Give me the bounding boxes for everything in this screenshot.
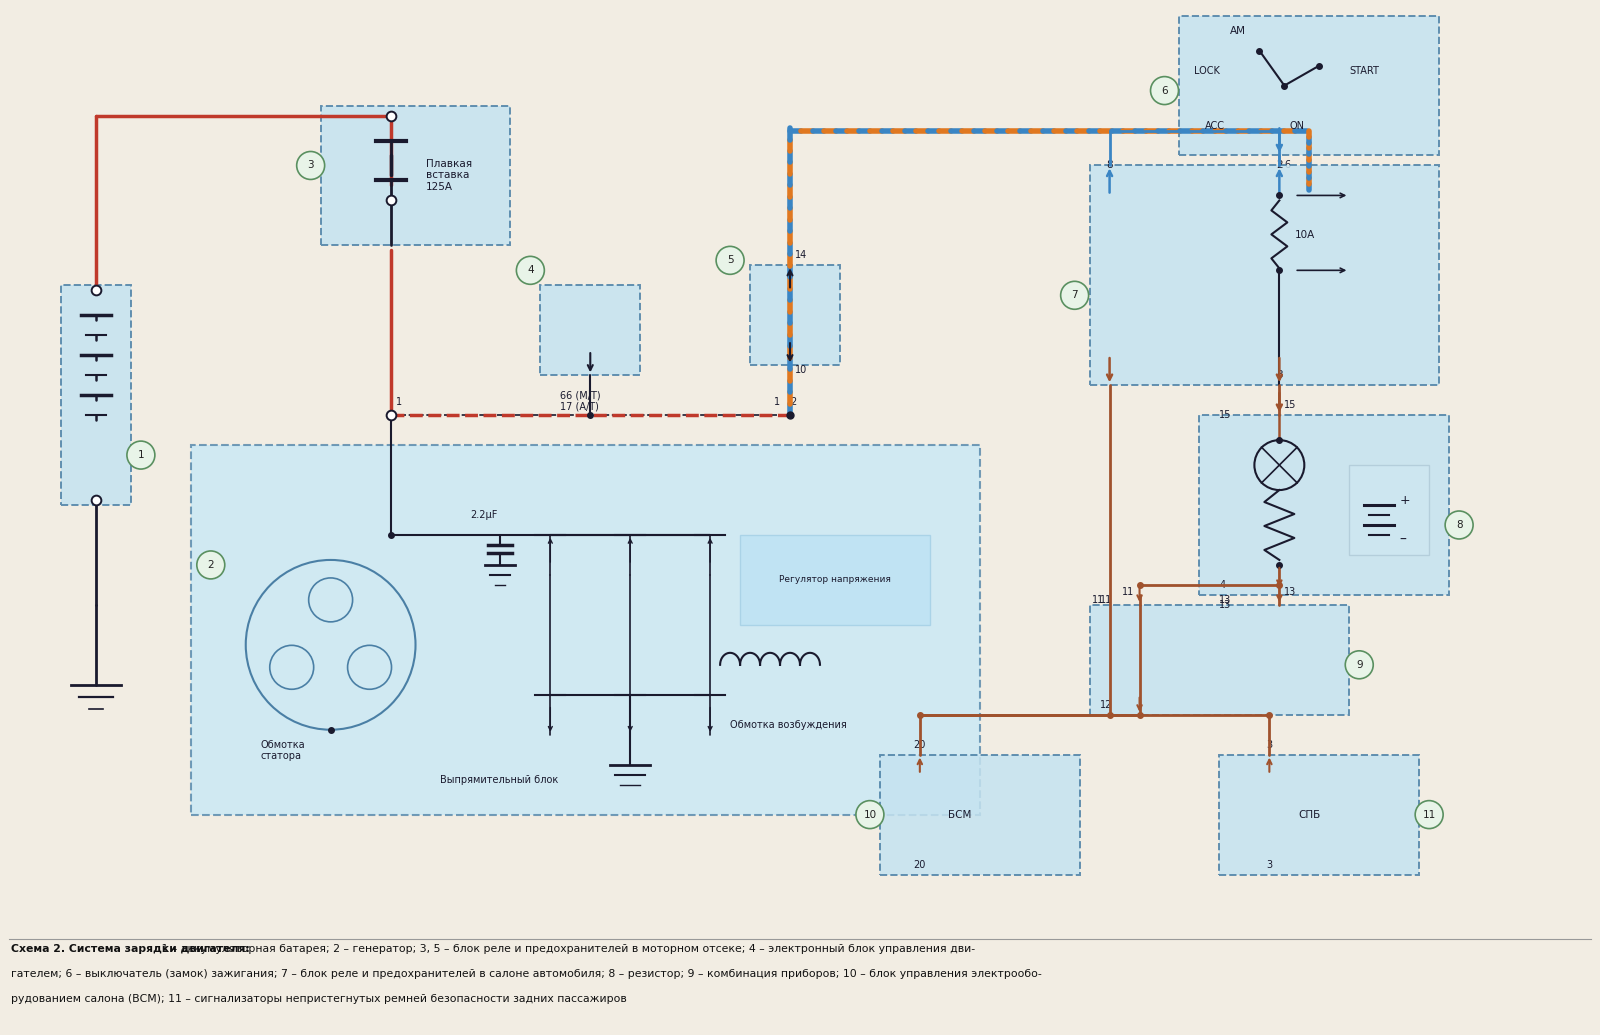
Circle shape [1445,511,1474,539]
Text: 4: 4 [1219,580,1226,590]
Text: 8: 8 [1456,520,1462,530]
Text: +: + [1398,494,1410,506]
Circle shape [126,441,155,469]
Circle shape [197,551,224,579]
Text: Регулятор напряжения: Регулятор напряжения [779,575,891,585]
FancyBboxPatch shape [1219,755,1419,875]
FancyBboxPatch shape [190,445,979,815]
FancyBboxPatch shape [61,286,131,505]
Text: 66 (М/Т)
17 (А/Т): 66 (М/Т) 17 (А/Т) [560,390,602,412]
Text: START: START [1349,65,1379,76]
FancyBboxPatch shape [880,755,1080,875]
Text: 10: 10 [864,809,877,820]
Text: 3: 3 [1266,740,1272,749]
Text: 1 – аккумуляторная батарея; 2 – генератор; 3, 5 – блок реле и предохранителей в : 1 – аккумуляторная батарея; 2 – генерато… [158,944,974,954]
Text: 5: 5 [726,256,733,265]
Text: 1: 1 [138,450,144,461]
Text: 11: 11 [1422,809,1435,820]
Text: 7: 7 [1072,290,1078,300]
Text: 11: 11 [1093,595,1104,604]
Circle shape [1150,77,1179,105]
FancyBboxPatch shape [1349,465,1429,555]
Circle shape [1346,651,1373,679]
Text: 1: 1 [395,397,402,407]
Text: 9: 9 [1355,659,1363,670]
Text: 15: 15 [1285,401,1296,410]
FancyBboxPatch shape [1090,166,1438,385]
Circle shape [1061,282,1088,309]
Text: рудованием салона (ВСМ); 11 – сигнализаторы непристегнутых ремней безопасности з: рудованием салона (ВСМ); 11 – сигнализат… [11,995,627,1004]
Text: Схема 2. Система зарядки двигателя:: Схема 2. Система зарядки двигателя: [11,944,250,954]
Text: 12: 12 [1099,700,1112,710]
Text: 3: 3 [1266,859,1272,869]
FancyBboxPatch shape [1179,16,1438,155]
Text: 11: 11 [1122,587,1134,597]
Text: –: – [1398,533,1406,546]
FancyBboxPatch shape [320,106,510,245]
Text: 2.2μF: 2.2μF [470,510,498,520]
Text: LOCK: LOCK [1195,65,1221,76]
Text: 6: 6 [1285,160,1291,171]
Text: 13: 13 [1219,595,1232,604]
Text: 8: 8 [1106,160,1114,171]
Text: ON: ON [1290,120,1304,130]
Text: Обмотка возбуждения: Обмотка возбуждения [730,719,846,730]
Text: 2: 2 [790,397,797,407]
FancyBboxPatch shape [741,535,930,625]
Text: 14: 14 [795,250,808,261]
Text: Обмотка
статора: Обмотка статора [261,740,306,762]
Text: БСМ: БСМ [949,809,971,820]
Circle shape [1414,801,1443,829]
Text: AM: AM [1229,26,1245,35]
Text: 3: 3 [1277,371,1283,380]
Circle shape [517,257,544,285]
Text: Выпрямительный блок: Выпрямительный блок [440,774,558,785]
Text: 11: 11 [1099,595,1112,604]
Text: 10А: 10А [1294,231,1315,240]
Text: 13: 13 [1285,587,1296,597]
Text: 20: 20 [914,740,926,749]
Circle shape [856,801,883,829]
Text: ACC: ACC [1205,120,1224,130]
FancyBboxPatch shape [541,286,640,376]
Text: 20: 20 [914,859,926,869]
Circle shape [717,246,744,274]
Circle shape [296,151,325,179]
Text: 3: 3 [307,160,314,171]
Text: 10: 10 [795,365,808,376]
FancyBboxPatch shape [1200,415,1450,595]
Text: Плавкая
вставка
125А: Плавкая вставка 125А [426,158,472,193]
Text: гателем; 6 – выключатель (замок) зажигания; 7 – блок реле и предохранителей в са: гателем; 6 – выключатель (замок) зажиган… [11,970,1042,979]
Text: 15: 15 [1219,410,1232,420]
Text: 2: 2 [208,560,214,570]
Text: СПБ: СПБ [1298,809,1320,820]
Text: 4: 4 [526,265,534,275]
Text: 1: 1 [774,397,781,407]
Text: 13: 13 [1219,600,1232,610]
Text: 6: 6 [1162,86,1168,95]
FancyBboxPatch shape [750,265,840,365]
FancyBboxPatch shape [1090,604,1349,715]
Text: 2: 2 [1277,160,1283,171]
